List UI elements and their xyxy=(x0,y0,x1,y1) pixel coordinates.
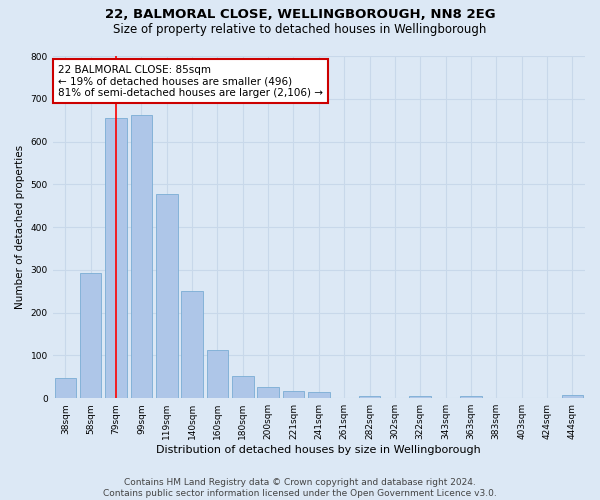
Bar xyxy=(460,396,482,398)
Bar xyxy=(105,118,127,398)
Bar xyxy=(562,395,583,398)
Text: 22 BALMORAL CLOSE: 85sqm
← 19% of detached houses are smaller (496)
81% of semi-: 22 BALMORAL CLOSE: 85sqm ← 19% of detach… xyxy=(58,64,323,98)
Text: Contains HM Land Registry data © Crown copyright and database right 2024.
Contai: Contains HM Land Registry data © Crown c… xyxy=(103,478,497,498)
Bar xyxy=(257,386,279,398)
Bar xyxy=(80,273,101,398)
Text: Size of property relative to detached houses in Wellingborough: Size of property relative to detached ho… xyxy=(113,22,487,36)
Bar xyxy=(206,350,228,398)
Bar xyxy=(359,396,380,398)
Bar xyxy=(55,378,76,398)
Text: 22, BALMORAL CLOSE, WELLINGBOROUGH, NN8 2EG: 22, BALMORAL CLOSE, WELLINGBOROUGH, NN8 … xyxy=(104,8,496,20)
Bar xyxy=(131,114,152,398)
Bar xyxy=(308,392,329,398)
Bar xyxy=(156,194,178,398)
Y-axis label: Number of detached properties: Number of detached properties xyxy=(15,145,25,309)
Bar xyxy=(409,396,431,398)
Bar xyxy=(181,292,203,398)
X-axis label: Distribution of detached houses by size in Wellingborough: Distribution of detached houses by size … xyxy=(157,445,481,455)
Bar xyxy=(232,376,254,398)
Bar xyxy=(283,391,304,398)
